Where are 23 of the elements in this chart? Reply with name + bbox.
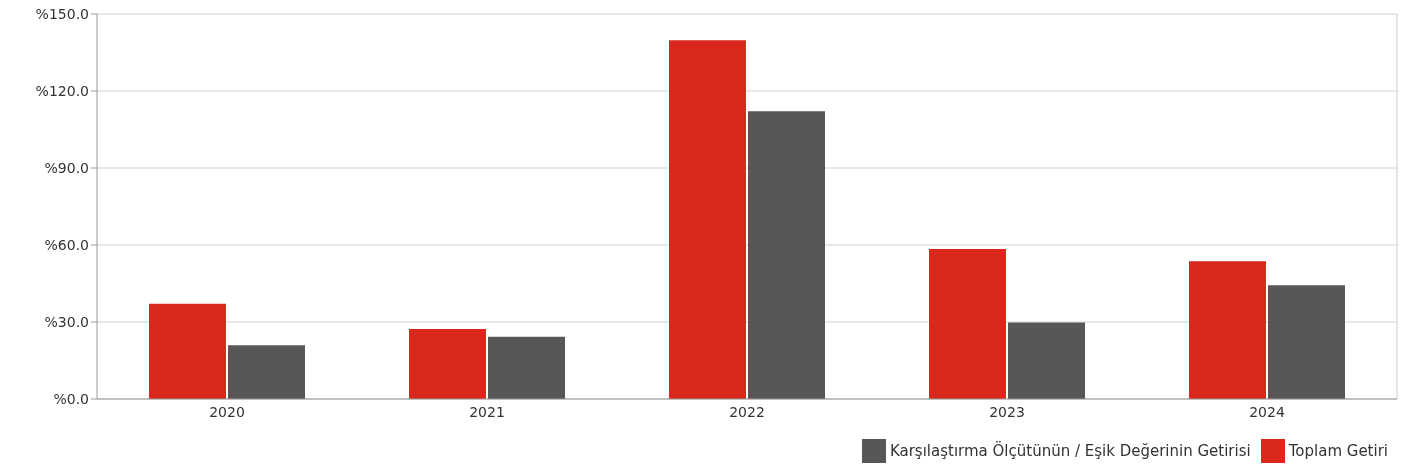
y-tick-label: %60.0 <box>44 236 89 253</box>
y-tick-label: %120.0 <box>35 82 89 99</box>
y-tick-label: %150.0 <box>35 5 89 22</box>
x-tick-label: 2022 <box>729 403 765 420</box>
legend-label: Karşılaştırma Ölçütünün / Eşik Değerinin Getirisi <box>889 441 1251 460</box>
bar <box>669 40 746 399</box>
x-tick-label: 2023 <box>989 403 1025 420</box>
bar <box>748 111 825 399</box>
bar <box>1268 285 1345 399</box>
y-tick-label: %90.0 <box>44 159 89 176</box>
y-tick-label: %0.0 <box>53 390 89 407</box>
x-tick-label: 2020 <box>209 403 245 420</box>
bar <box>228 345 305 399</box>
x-tick-label: 2021 <box>469 403 505 420</box>
bar <box>929 249 1006 399</box>
y-tick-label: %30.0 <box>44 313 89 330</box>
bar <box>488 336 565 399</box>
x-tick-label: 2024 <box>1249 403 1285 420</box>
legend-label: Toplam Getiri <box>1288 441 1388 460</box>
bar <box>149 303 226 399</box>
bar <box>1008 322 1085 399</box>
bar <box>409 328 486 399</box>
bar <box>1189 261 1266 399</box>
